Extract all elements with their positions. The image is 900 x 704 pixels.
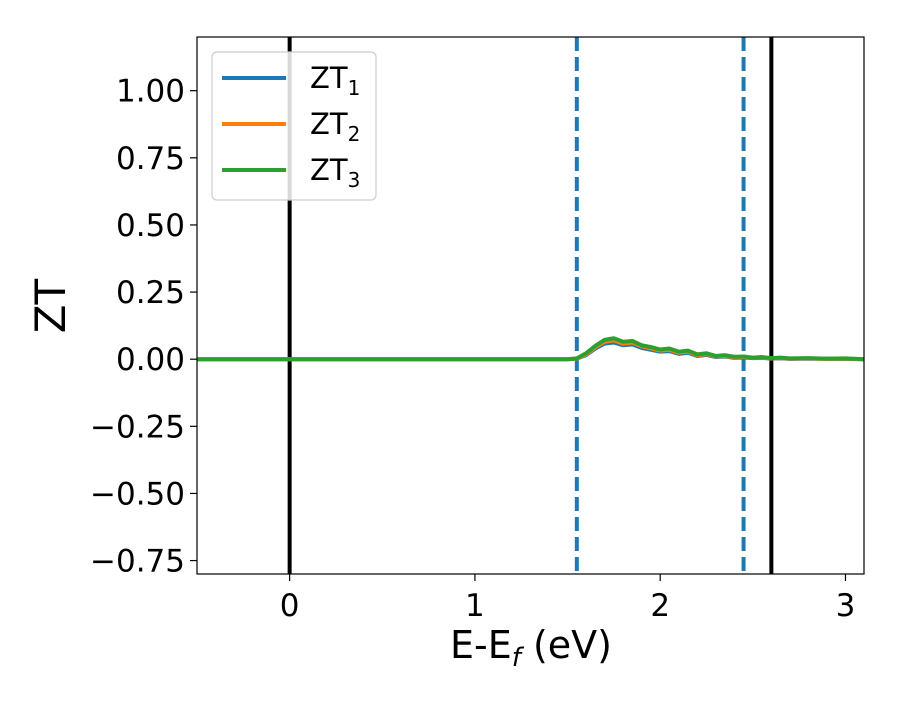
y-tick-label: 0.75 — [116, 141, 185, 177]
series-lines — [197, 336, 864, 362]
x-tick-label: 3 — [836, 588, 856, 624]
y-tick-label: 0.50 — [116, 208, 185, 244]
x-axis-label-main: E-E — [450, 623, 512, 667]
x-axis-label-unit: (eV) — [521, 623, 612, 667]
x-tick-label: 0 — [280, 588, 300, 624]
x-axis-ticks: 0 1 2 3 — [280, 574, 856, 624]
x-tick-label: 2 — [650, 588, 670, 624]
vertical-reference-lines — [287, 37, 774, 574]
y-axis-ticks: −0.75 −0.50 −0.25 0.00 0.25 0.50 0.75 1.00 — [90, 74, 197, 580]
y-tick-label: 0.00 — [116, 342, 185, 378]
y-axis-label: ZT — [26, 278, 75, 333]
y-tick-label: 1.00 — [116, 74, 185, 110]
legend-box — [211, 51, 377, 201]
plot-frame — [196, 36, 865, 575]
legend: ZT1 ZT2 ZT3 — [211, 51, 377, 201]
x-tick-label: 1 — [465, 588, 485, 624]
y-tick-label: 0.25 — [116, 275, 185, 311]
legend-label-2: ZT2 — [310, 107, 360, 146]
y-tick-label: −0.50 — [90, 476, 185, 512]
x-axis-label: E-Ef (eV) — [450, 623, 612, 673]
y-tick-label: −0.75 — [90, 544, 185, 580]
y-tick-label: −0.25 — [90, 409, 185, 445]
series-line-3 — [197, 336, 864, 362]
legend-label-1: ZT1 — [310, 61, 360, 100]
legend-label-3: ZT3 — [310, 153, 360, 192]
